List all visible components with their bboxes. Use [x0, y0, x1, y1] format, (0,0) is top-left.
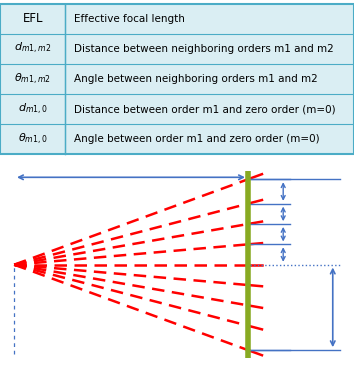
Text: Angle between order m1 and zero order (m=0): Angle between order m1 and zero order (m…	[74, 134, 320, 144]
Text: $d_{m1,0}$: $d_{m1,0}$	[18, 101, 48, 117]
Text: $\theta_{m1,m2}$: $\theta_{m1,m2}$	[14, 71, 51, 87]
Text: Distance between neighboring orders m1 and m2: Distance between neighboring orders m1 a…	[74, 44, 334, 54]
Text: Effective focal length: Effective focal length	[74, 14, 185, 24]
Text: $\theta_{m1,0}$: $\theta_{m1,0}$	[18, 132, 47, 147]
Text: $d_{m1,m2}$: $d_{m1,m2}$	[14, 41, 51, 56]
Text: EFL: EFL	[23, 12, 43, 25]
Text: Angle between neighboring orders m1 and m2: Angle between neighboring orders m1 and …	[74, 74, 318, 84]
Text: Distance between order m1 and zero order (m=0): Distance between order m1 and zero order…	[74, 104, 336, 114]
